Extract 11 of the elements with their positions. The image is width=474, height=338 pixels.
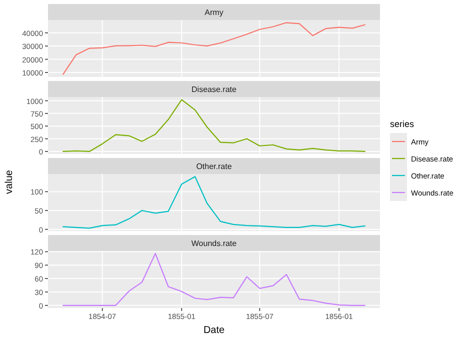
legend-title: series (390, 119, 415, 129)
line-series (62, 176, 366, 229)
chart-title: Wounds.rate (191, 239, 238, 248)
chart-title: Other.rate (196, 162, 232, 171)
chart-title: Army (204, 8, 224, 17)
chart-title: Disease.rate (192, 85, 237, 94)
x-axis-title: Date (203, 325, 225, 336)
line-series (62, 252, 366, 306)
y-axis-title: value (4, 170, 15, 194)
line-series (62, 22, 366, 75)
line-series (62, 99, 366, 152)
